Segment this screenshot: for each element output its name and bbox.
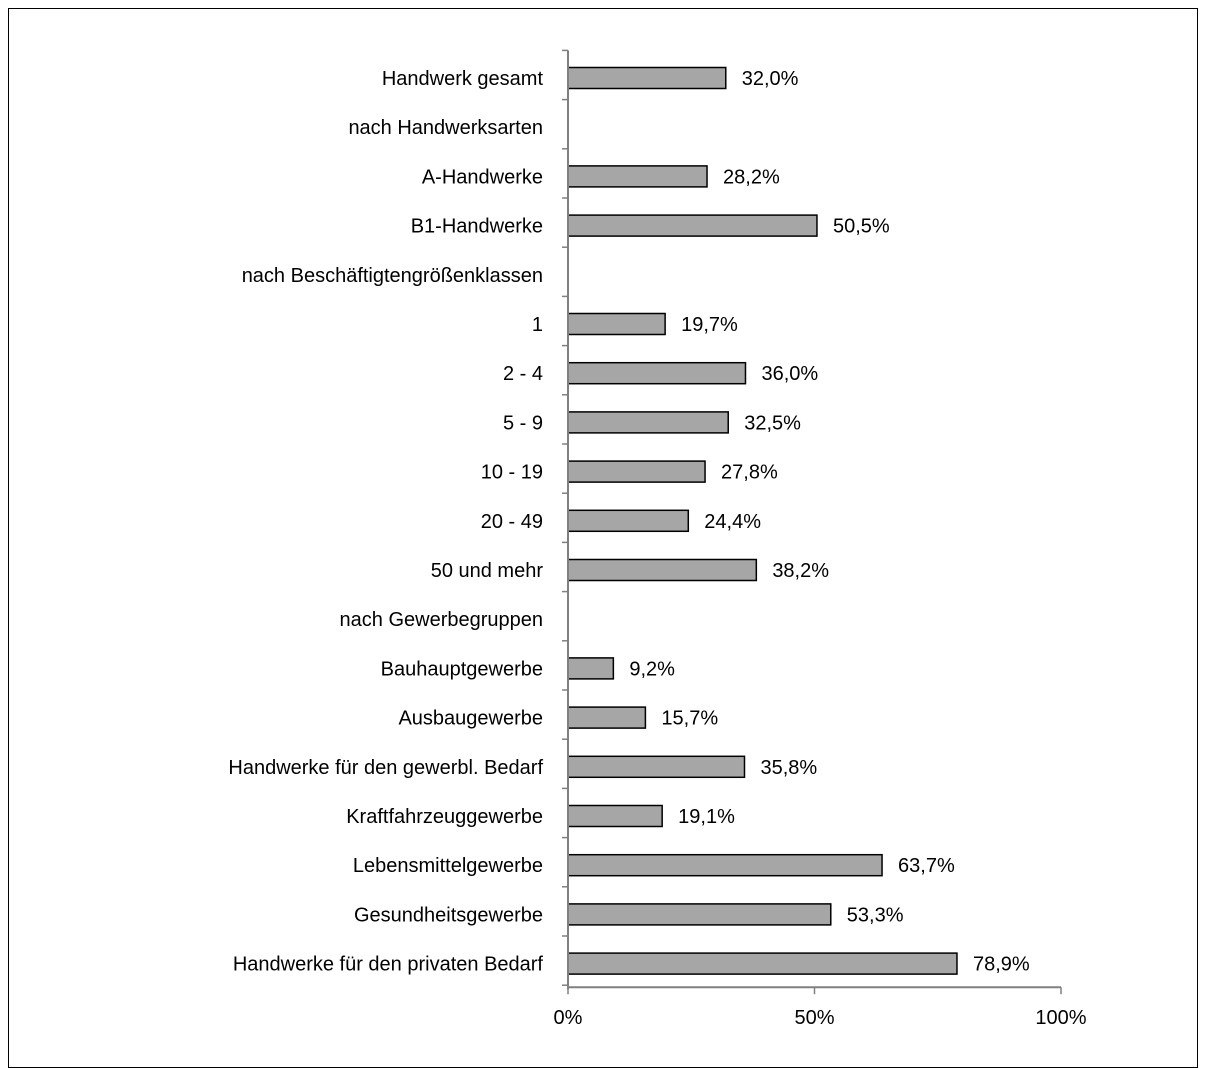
- value-label-a-handwerke: 28,2%: [723, 166, 780, 188]
- category-label-10-19: 10 - 19: [481, 462, 543, 484]
- category-label-handwerk-gesamt: Handwerk gesamt: [382, 68, 544, 90]
- bar-gesundheitsgewerbe: [567, 903, 832, 926]
- bar-5-9: [567, 411, 729, 434]
- value-label-bauhauptgewerbe: 9,2%: [629, 658, 675, 680]
- bar-a-handwerke: [567, 165, 708, 188]
- category-label-nach-handwerksarten: nach Handwerksarten: [348, 117, 543, 139]
- x-tick-label: 100%: [1035, 1007, 1086, 1029]
- value-label-handwerke-für-den-gewerbl-bedarf: 35,8%: [760, 757, 817, 779]
- category-label-kraftfahrzeuggewerbe: Kraftfahrzeuggewerbe: [346, 806, 543, 828]
- value-label-20-49: 24,4%: [704, 511, 761, 533]
- category-label-gesundheitsgewerbe: Gesundheitsgewerbe: [354, 904, 543, 926]
- bar-handwerke-für-den-gewerbl-bedarf: [567, 755, 746, 779]
- category-label-ausbaugewerbe: Ausbaugewerbe: [398, 708, 543, 730]
- bar-lebensmittelgewerbe: [567, 853, 883, 877]
- x-tick-label: 0%: [554, 1007, 583, 1029]
- bar-2-4: [567, 361, 747, 385]
- category-label-handwerke-für-den-gewerbl-bedarf: Handwerke für den gewerbl. Bedarf: [228, 757, 543, 779]
- category-label-handwerke-für-den-privaten-bedarf: Handwerke für den privaten Bedarf: [233, 954, 544, 976]
- category-label-20-49: 20 - 49: [481, 511, 543, 533]
- value-label-gesundheitsgewerbe: 53,3%: [847, 904, 904, 926]
- category-label-50-und-mehr: 50 und mehr: [431, 560, 544, 582]
- bar-bauhauptgewerbe: [567, 657, 615, 680]
- category-labels-group: Handwerk gesamt nach Handwerksarten A-Hand…: [228, 68, 543, 976]
- value-label-50-und-mehr: 38,2%: [772, 560, 829, 582]
- bar-10-19: [567, 460, 706, 483]
- x-tick-label: 50%: [794, 1007, 834, 1029]
- value-label-kraftfahrzeuggewerbe: 19,1%: [678, 806, 735, 828]
- value-label-2-4: 36,0%: [761, 363, 818, 385]
- bar-50-und-mehr: [567, 558, 758, 582]
- bar-20-49: [567, 509, 690, 533]
- value-label-b1-handwerke: 50,5%: [833, 216, 890, 238]
- category-label-5-9: 5 - 9: [503, 412, 543, 434]
- bars-group: [567, 66, 958, 975]
- category-label-b1-handwerke: B1-Handwerke: [411, 216, 543, 238]
- value-label-1: 19,7%: [681, 314, 738, 336]
- bar-handwerke-für-den-privaten-bedarf: [567, 952, 958, 975]
- category-label-2-4: 2 - 4: [503, 363, 543, 385]
- value-label-handwerke-für-den-privaten-bedarf: 78,9%: [973, 954, 1030, 976]
- axes-group: 0% 50% 100%: [554, 49, 1087, 1029]
- category-label-nach-beschäftigtengrößenklassen: nach Beschäftigtengrößenklassen: [242, 265, 543, 287]
- category-label-a-handwerke: A-Handwerke: [422, 166, 543, 188]
- bar-kraftfahrzeuggewerbe: [567, 804, 663, 828]
- value-label-10-19: 27,8%: [721, 462, 778, 484]
- value-label-handwerk-gesamt: 32,0%: [742, 68, 799, 90]
- category-label-lebensmittelgewerbe: Lebensmittelgewerbe: [353, 855, 543, 877]
- value-labels-group: 32,0% 28,2% 50,5% 19,7% 36,0% 32,5% 27,8% 24,4%…: [629, 68, 1030, 976]
- bar-b1-handwerke: [567, 214, 818, 237]
- value-label-lebensmittelgewerbe: 63,7%: [898, 855, 955, 877]
- category-label-nach-gewerbegruppen: nach Gewerbegruppen: [340, 609, 543, 631]
- value-label-5-9: 32,5%: [744, 412, 801, 434]
- category-label-bauhauptgewerbe: Bauhauptgewerbe: [381, 658, 543, 680]
- value-label-ausbaugewerbe: 15,7%: [661, 708, 718, 730]
- bar-ausbaugewerbe: [567, 706, 647, 729]
- bar-1: [567, 312, 666, 336]
- bar-handwerk-gesamt: [567, 66, 727, 90]
- category-label-1: 1: [532, 314, 543, 336]
